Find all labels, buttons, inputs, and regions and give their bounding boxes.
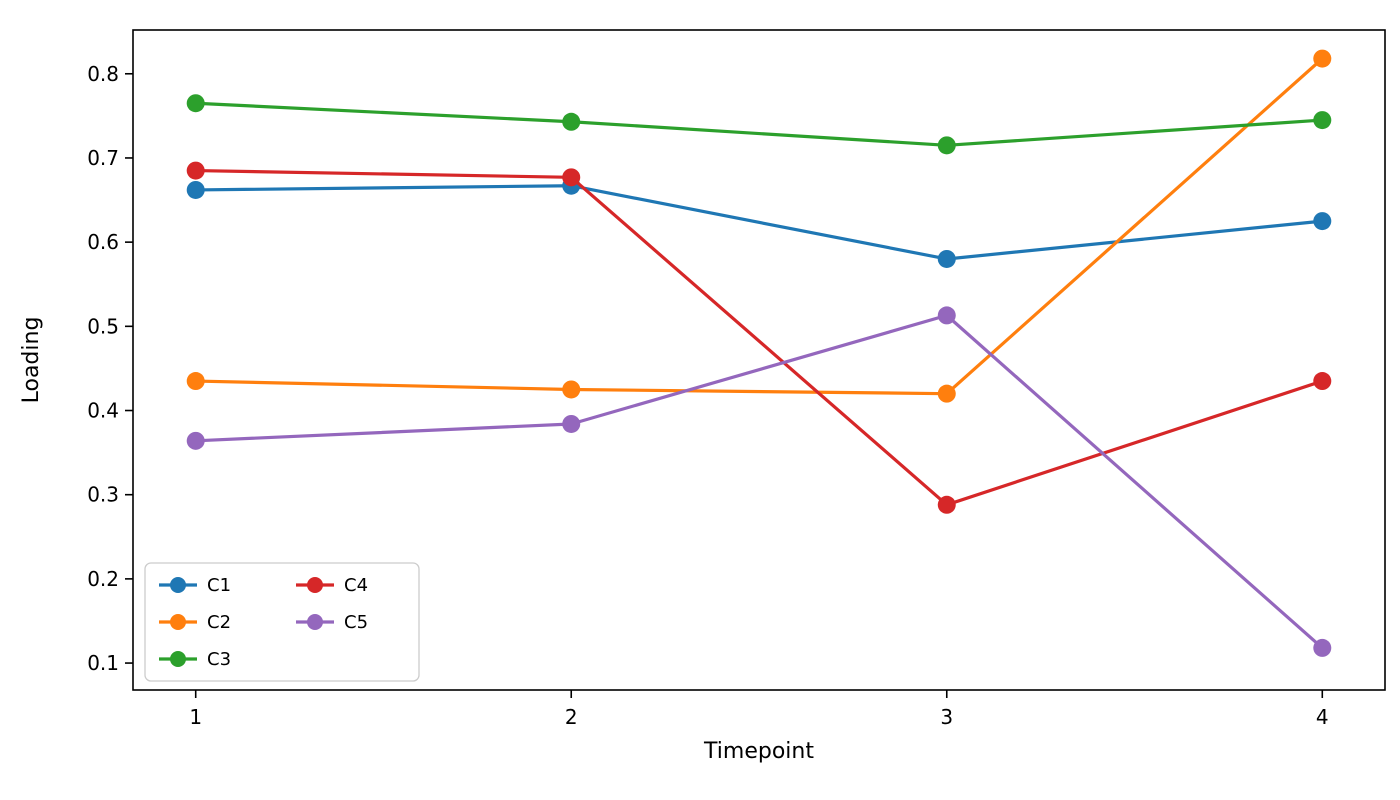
series-line-C1 bbox=[194, 184, 1324, 261]
series-line-C3 bbox=[194, 101, 1324, 147]
legend-label-C5: C5 bbox=[344, 612, 368, 633]
series-line-C5 bbox=[194, 313, 1324, 650]
x-tick-label: 4 bbox=[1316, 705, 1329, 729]
series-point-C3 bbox=[562, 112, 581, 131]
series-point-C4 bbox=[562, 168, 581, 187]
series-point-C5 bbox=[562, 414, 581, 433]
legend-label-C1: C1 bbox=[207, 575, 231, 596]
x-tick-label: 3 bbox=[940, 705, 953, 729]
x-tick-label: 2 bbox=[565, 705, 578, 729]
legend-marker-C1 bbox=[170, 577, 186, 593]
axes-frame bbox=[132, 29, 1386, 691]
series-point-C2 bbox=[1313, 49, 1332, 68]
legend: C1 C2 C3 C4 C5 bbox=[144, 562, 420, 682]
y-tick-label: 0.7 bbox=[87, 146, 119, 170]
series-point-C5 bbox=[186, 431, 205, 450]
legend-box bbox=[144, 562, 420, 682]
series-point-C1 bbox=[186, 180, 205, 199]
series-line-C2 bbox=[194, 57, 1324, 396]
legend-marker-C5 bbox=[307, 614, 323, 630]
legend-marker-C2 bbox=[170, 614, 186, 630]
series-point-C3 bbox=[186, 94, 205, 113]
series-point-C4 bbox=[937, 495, 956, 514]
legend-marker-C3 bbox=[170, 651, 186, 667]
legend-label-C4: C4 bbox=[344, 575, 368, 596]
series-point-C2 bbox=[186, 372, 205, 391]
x-tick-label: 1 bbox=[189, 705, 202, 729]
series-point-C5 bbox=[937, 306, 956, 325]
legend-label-C2: C2 bbox=[207, 612, 231, 633]
legend-label-C3: C3 bbox=[207, 649, 231, 670]
y-tick-label: 0.8 bbox=[87, 62, 119, 86]
series-point-C1 bbox=[1313, 212, 1332, 231]
series-point-C2 bbox=[937, 384, 956, 403]
y-tick-label: 0.3 bbox=[87, 483, 119, 507]
y-tick-label: 0.1 bbox=[87, 651, 119, 675]
series-lines bbox=[186, 49, 1332, 657]
series-line-C4 bbox=[194, 168, 1324, 507]
axis-ticks: 1 2 3 4 0.1 0.2 0.3 0.4 0.5 0.6 0.7 0.8 bbox=[87, 62, 1328, 729]
y-tick-label: 0.4 bbox=[87, 399, 119, 423]
series-point-C2 bbox=[562, 380, 581, 399]
series-point-C4 bbox=[186, 161, 205, 180]
series-point-C5 bbox=[1313, 638, 1332, 657]
y-tick-label: 0.5 bbox=[87, 314, 119, 338]
series-point-C3 bbox=[1313, 111, 1332, 130]
y-tick-label: 0.2 bbox=[87, 567, 119, 591]
y-tick-label: 0.6 bbox=[87, 230, 119, 254]
x-axis-label: Timepoint bbox=[703, 739, 814, 764]
series-point-C1 bbox=[937, 249, 956, 268]
series-point-C3 bbox=[937, 136, 956, 155]
series-point-C4 bbox=[1313, 372, 1332, 391]
y-axis-label: Loading bbox=[19, 317, 44, 404]
legend-marker-C4 bbox=[307, 577, 323, 593]
